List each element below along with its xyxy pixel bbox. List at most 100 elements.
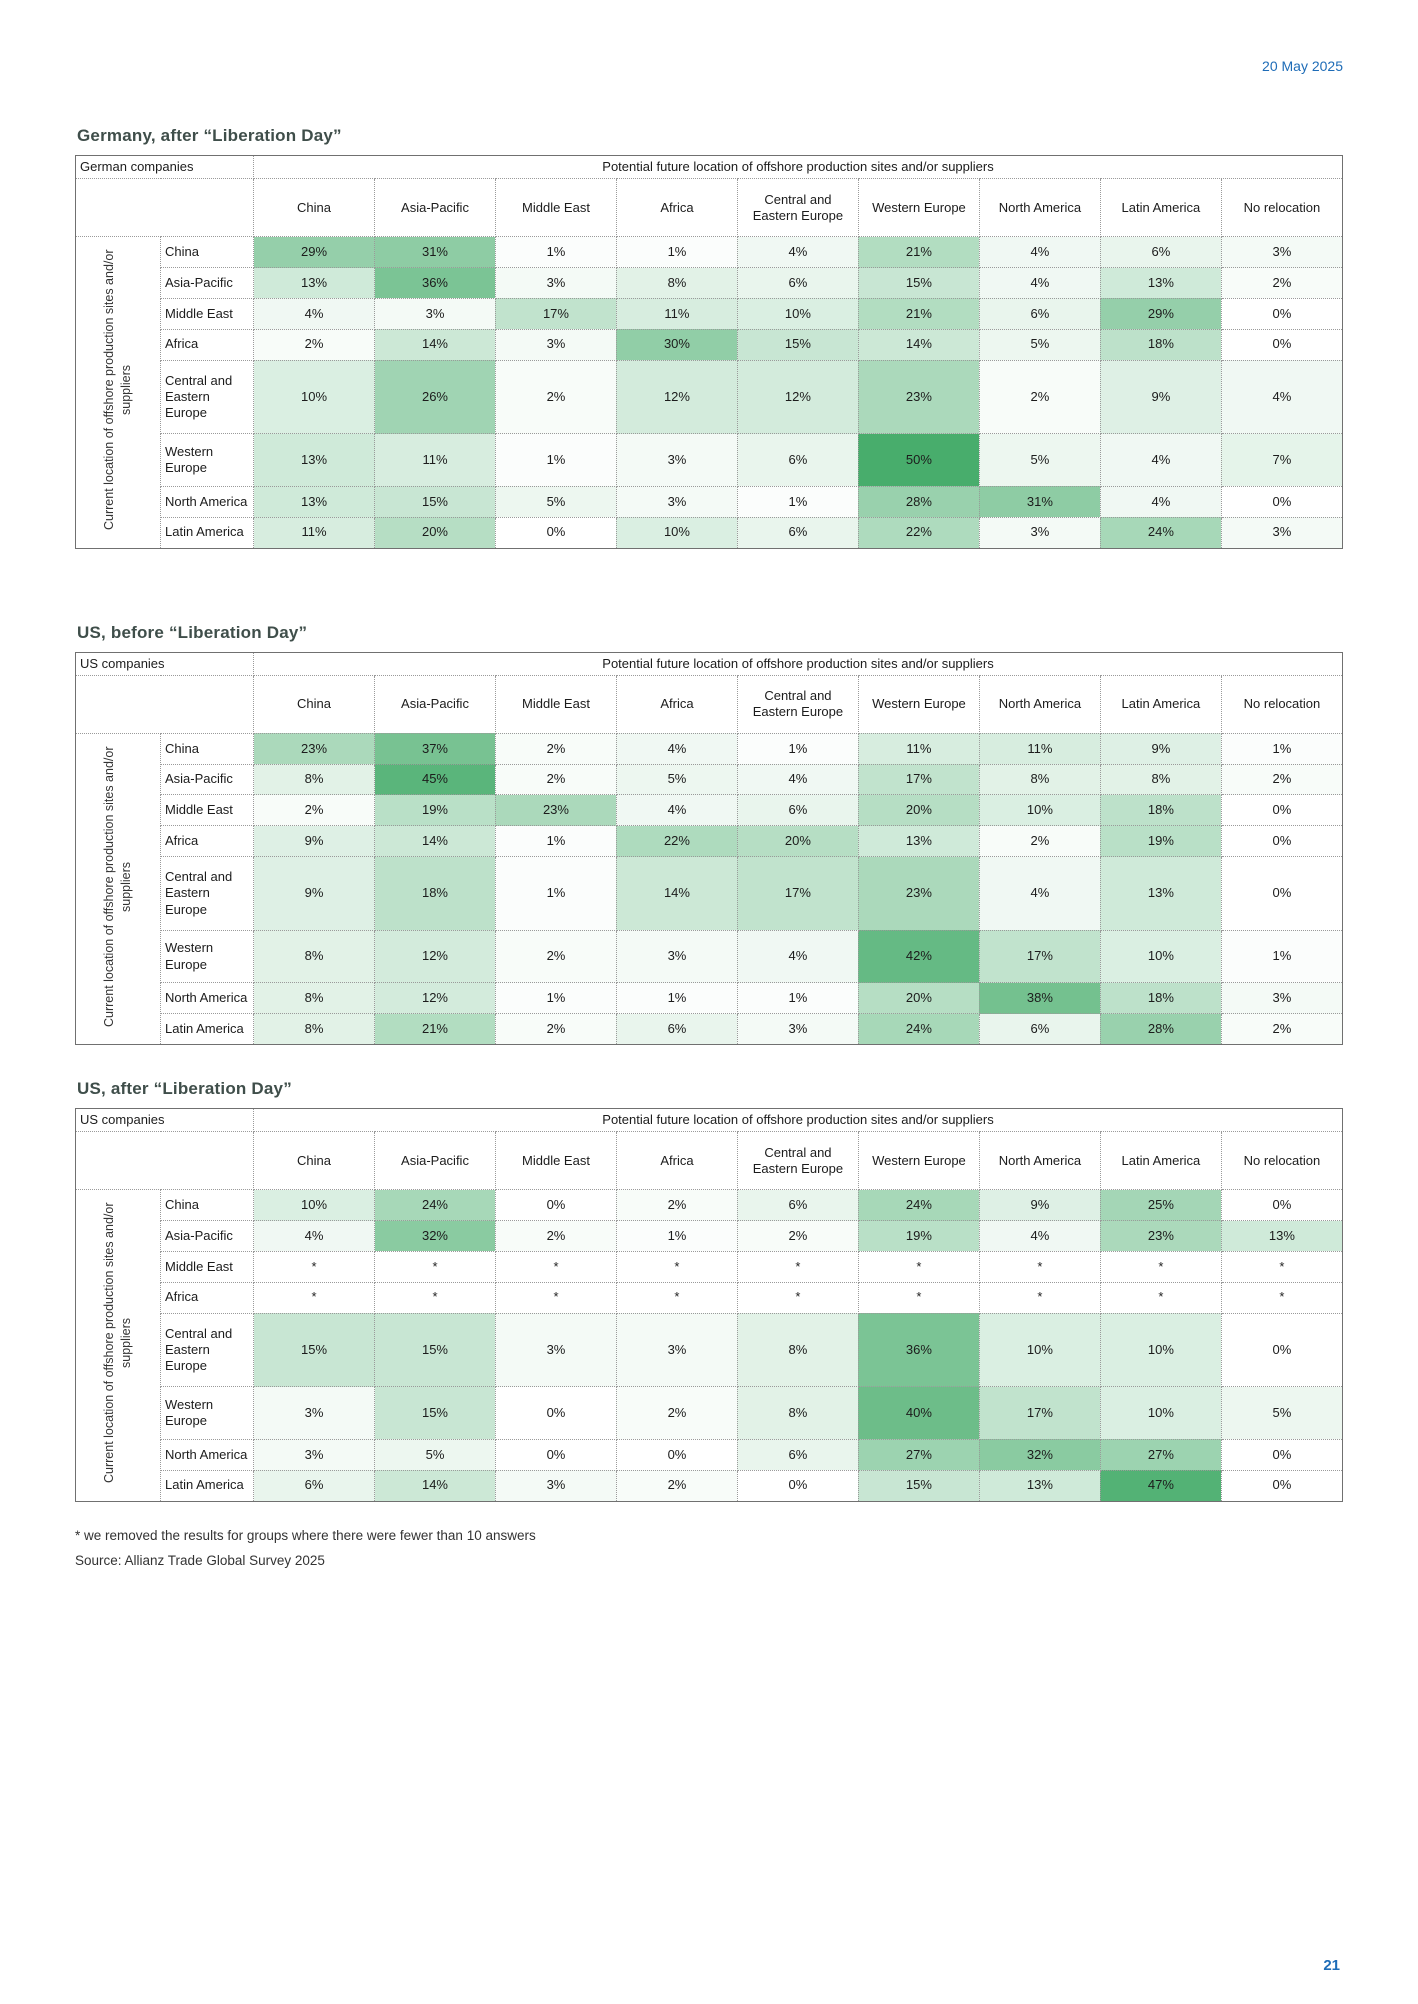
value-cell: 45% — [374, 763, 496, 796]
value-cell: 13% — [253, 267, 375, 299]
value-cell: 30% — [615, 328, 738, 361]
value-cell: 11% — [615, 297, 738, 330]
value-cell: 0% — [494, 1189, 617, 1222]
value-cell: 1% — [494, 433, 617, 487]
value-cell: 28% — [857, 485, 980, 518]
value-cell: 1% — [736, 485, 859, 518]
value-cell: * — [1099, 1250, 1222, 1283]
value-cell: * — [736, 1281, 859, 1314]
value-cell: 24% — [857, 1013, 980, 1045]
us-after-liberation-day-table: US companies Potential future location of… — [74, 1107, 1344, 1502]
table-row: Asia-Pacific 13% 36% 3% 8% 6% 15% 4% 13% 2% — [76, 267, 1344, 299]
value-cell: 0% — [1220, 1312, 1344, 1388]
value-cell: 1% — [1220, 732, 1344, 765]
column-header: Asia-Pacific — [374, 674, 496, 734]
value-cell: 1% — [494, 236, 617, 269]
value-cell: 4% — [253, 297, 375, 330]
value-cell: 2% — [494, 929, 617, 984]
row-label: North America — [159, 485, 255, 518]
value-cell: 21% — [857, 297, 980, 330]
value-cell: 28% — [1099, 1013, 1222, 1045]
value-cell: 10% — [978, 1312, 1101, 1388]
section-germany-after: Germany, after “Liberation Day” German c… — [74, 126, 1344, 549]
value-cell: 13% — [1099, 267, 1222, 299]
value-cell: 29% — [253, 236, 375, 269]
footnotes: * we removed the results for groups wher… — [75, 1528, 1343, 1568]
table-row: Central and Eastern Europe 15% 15% 3% 3% 8% 36… — [76, 1312, 1344, 1388]
column-header: Central and Eastern Europe — [736, 674, 859, 734]
table-row: Africa 2% 14% 3% 30% 15% 14% 5% 18% 0% — [76, 328, 1344, 361]
value-cell: 4% — [1099, 433, 1222, 487]
column-header: No relocation — [1220, 674, 1344, 734]
value-cell: 4% — [736, 236, 859, 269]
value-cell: 10% — [615, 516, 738, 549]
row-axis-label-text: Current location of offshore production … — [102, 746, 133, 1028]
value-cell: 19% — [857, 1220, 980, 1252]
table-row: Middle East * * * * * * * * * — [76, 1250, 1344, 1283]
value-cell: 20% — [374, 516, 496, 549]
value-cell: 13% — [1220, 1220, 1344, 1252]
column-header: North America — [978, 178, 1101, 238]
row-label: Africa — [159, 1281, 255, 1314]
value-cell: 18% — [1099, 794, 1222, 827]
value-cell: 2% — [494, 732, 617, 765]
value-cell: * — [978, 1250, 1101, 1283]
corner-label: German companies — [74, 154, 255, 180]
row-label: North America — [159, 1438, 255, 1471]
value-cell: 0% — [1220, 1189, 1344, 1222]
value-cell: 32% — [978, 1438, 1101, 1471]
value-cell: 2% — [736, 1220, 859, 1252]
value-cell: 36% — [857, 1312, 980, 1388]
value-cell: 3% — [494, 1312, 617, 1388]
value-cell: 15% — [736, 328, 859, 361]
value-cell: * — [1220, 1250, 1344, 1283]
value-cell: 14% — [374, 825, 496, 857]
row-label: Asia-Pacific — [159, 1220, 255, 1252]
value-cell: 7% — [1220, 433, 1344, 487]
value-cell: 18% — [1099, 328, 1222, 361]
column-header: China — [253, 178, 375, 238]
row-axis-label-text: Current location of offshore production … — [102, 1203, 133, 1484]
value-cell: * — [374, 1250, 496, 1283]
value-cell: 1% — [494, 856, 617, 931]
value-cell: 17% — [857, 763, 980, 796]
column-axis-label: Potential future location of offshore pr… — [253, 651, 1343, 676]
value-cell: 12% — [736, 359, 859, 435]
value-cell: 21% — [857, 236, 980, 269]
corner-label: US companies — [74, 1107, 255, 1133]
value-cell: 8% — [736, 1312, 859, 1388]
footnote-asterisk: * we removed the results for groups wher… — [75, 1527, 536, 1543]
value-cell: 2% — [1220, 267, 1344, 299]
value-cell: 32% — [374, 1220, 496, 1252]
value-cell: * — [494, 1281, 617, 1314]
table-row: Africa * * * * * * * * * — [76, 1281, 1344, 1314]
value-cell: 6% — [615, 1013, 738, 1045]
value-cell: * — [615, 1281, 738, 1314]
column-header: Asia-Pacific — [374, 1131, 496, 1191]
value-cell: 13% — [253, 433, 375, 487]
value-cell: 20% — [857, 794, 980, 827]
table-row: Asia-Pacific 4% 32% 2% 1% 2% 19% 4% 23% 13% — [76, 1220, 1344, 1252]
page-number: 21 — [1323, 1957, 1340, 1974]
value-cell: 12% — [374, 982, 496, 1015]
empty-header-cell — [74, 178, 255, 238]
value-cell: 10% — [978, 794, 1101, 827]
row-axis-label: Current location of offshore production … — [75, 1189, 161, 1502]
value-cell: 9% — [1099, 732, 1222, 765]
value-cell: 0% — [1220, 297, 1344, 330]
value-cell: 4% — [978, 1220, 1101, 1252]
value-cell: 12% — [374, 929, 496, 984]
value-cell: 20% — [736, 825, 859, 857]
value-cell: 2% — [494, 1013, 617, 1045]
value-cell: 3% — [615, 433, 738, 487]
table-row: Middle East 4% 3% 17% 11% 10% 21% 6% 29% 0% — [76, 297, 1344, 330]
value-cell: 3% — [374, 297, 496, 330]
column-header: No relocation — [1220, 178, 1344, 238]
table-row: Current location of offshore production … — [75, 236, 1344, 549]
value-cell: 13% — [857, 825, 980, 857]
column-header: No relocation — [1220, 1131, 1344, 1191]
value-cell: 1% — [494, 982, 617, 1015]
column-header: Latin America — [1099, 674, 1222, 734]
table-row: Western Europe 13% 11% 1% 3% 6% 50% 5% 4% 7% — [76, 433, 1344, 487]
value-cell: 8% — [736, 1386, 859, 1440]
